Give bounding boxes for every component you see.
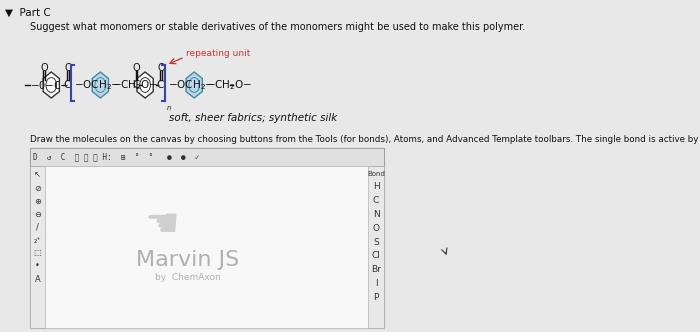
- Text: O: O: [132, 63, 140, 73]
- Text: C: C: [64, 80, 71, 90]
- Text: $-$OCH$_{2}$$-$: $-$OCH$_{2}$$-$: [168, 78, 215, 92]
- Text: ⬚: ⬚: [34, 248, 41, 258]
- Text: Bond: Bond: [368, 171, 385, 177]
- Text: •: •: [35, 262, 40, 271]
- Text: ⊕: ⊕: [34, 197, 41, 206]
- Text: ↖: ↖: [34, 171, 41, 180]
- Text: soft, sheer fabrics; synthetic silk: soft, sheer fabrics; synthetic silk: [169, 113, 337, 123]
- Polygon shape: [43, 72, 60, 98]
- Text: C: C: [132, 80, 139, 90]
- FancyBboxPatch shape: [30, 148, 384, 166]
- Polygon shape: [137, 72, 153, 98]
- Text: Marvin JS: Marvin JS: [136, 250, 239, 270]
- Text: /: /: [36, 222, 39, 231]
- Text: C: C: [157, 80, 164, 90]
- Text: Cl: Cl: [372, 252, 381, 261]
- Text: O: O: [158, 63, 164, 73]
- Text: by  ChemAxon: by ChemAxon: [155, 273, 220, 282]
- Text: A: A: [35, 275, 41, 284]
- FancyBboxPatch shape: [368, 166, 384, 328]
- FancyBboxPatch shape: [30, 148, 384, 328]
- Text: S: S: [373, 237, 379, 246]
- Text: ▼  Part C: ▼ Part C: [5, 8, 51, 18]
- Text: ☚: ☚: [145, 206, 180, 244]
- Text: I: I: [374, 280, 377, 289]
- Text: Suggest what monomers or stable derivatives of the monomers might be used to mak: Suggest what monomers or stable derivati…: [30, 22, 526, 32]
- Polygon shape: [92, 72, 108, 98]
- Text: O: O: [64, 63, 71, 73]
- Text: C: C: [373, 196, 379, 205]
- Text: ⊘: ⊘: [34, 184, 41, 193]
- FancyBboxPatch shape: [30, 166, 45, 328]
- Text: ⊖: ⊖: [34, 209, 41, 218]
- Text: $-$0$-$C$-$: $-$0$-$C$-$: [29, 79, 69, 91]
- Polygon shape: [186, 72, 202, 98]
- Text: repeating unit: repeating unit: [186, 48, 251, 57]
- Text: $-$CH$_{2}$O$-$: $-$CH$_{2}$O$-$: [206, 78, 252, 92]
- Text: $-$OCH$_{2}$$-$: $-$OCH$_{2}$$-$: [74, 78, 121, 92]
- Text: ₂⁺: ₂⁺: [34, 235, 41, 244]
- Text: Br: Br: [371, 266, 381, 275]
- Text: N: N: [372, 209, 379, 218]
- Text: $-$CH$_{2}$O$-$: $-$CH$_{2}$O$-$: [112, 78, 158, 92]
- Text: $_{n}$: $_{n}$: [166, 103, 172, 113]
- Text: H: H: [372, 182, 379, 191]
- Text: O: O: [372, 223, 379, 232]
- Text: P: P: [373, 293, 379, 302]
- Text: Draw the molecules on the canvas by choosing buttons from the Tools (for bonds),: Draw the molecules on the canvas by choo…: [30, 135, 700, 144]
- Text: O: O: [40, 63, 48, 73]
- Text: D  ↺  C  🔍 🔍 🔍 H:  ⊞  °  °   ●  ●  ✓: D ↺ C 🔍 🔍 🔍 H: ⊞ ° ° ● ● ✓: [33, 152, 200, 161]
- FancyBboxPatch shape: [45, 166, 368, 328]
